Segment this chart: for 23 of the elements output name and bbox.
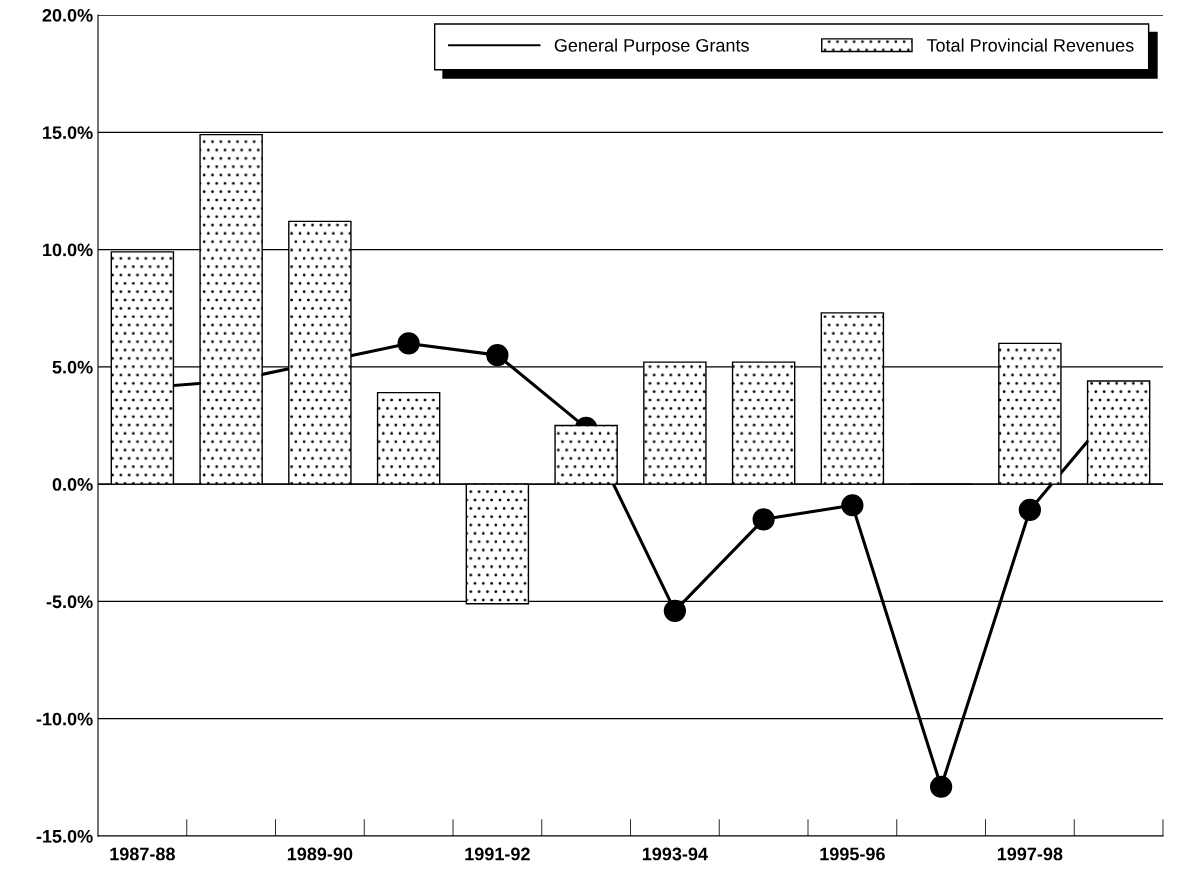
y-tick-label: 15.0% [43, 126, 93, 140]
x-tick-label: 1989-90 [287, 847, 353, 861]
x-tick-label: 1993-94 [642, 847, 708, 861]
x-tick-label: 1991-92 [465, 847, 530, 861]
x-tick-label: 1995-96 [820, 847, 885, 861]
point [397, 332, 420, 355]
y-tick-label: 20.0% [42, 8, 93, 22]
point [486, 344, 509, 367]
x-tick-label: 1997-98 [997, 847, 1063, 861]
x-tick-label: 1987-88 [110, 847, 175, 861]
point [841, 494, 864, 517]
y-tick-label: -5.0% [46, 595, 93, 609]
point [752, 508, 775, 531]
point [663, 599, 686, 622]
y-tick-label: -10.0% [36, 712, 93, 726]
point [1018, 498, 1041, 522]
y-tick-label: -15.0% [36, 829, 93, 843]
y-tick-label: 10.0% [43, 243, 93, 257]
point [930, 775, 953, 798]
y-tick-label: 0.0% [52, 478, 93, 491]
legend-label: Total Provincial Revenues [926, 38, 1134, 52]
legend-label: General Purpose Grants [554, 38, 749, 56]
y-tick-label: 5.0% [52, 360, 93, 374]
